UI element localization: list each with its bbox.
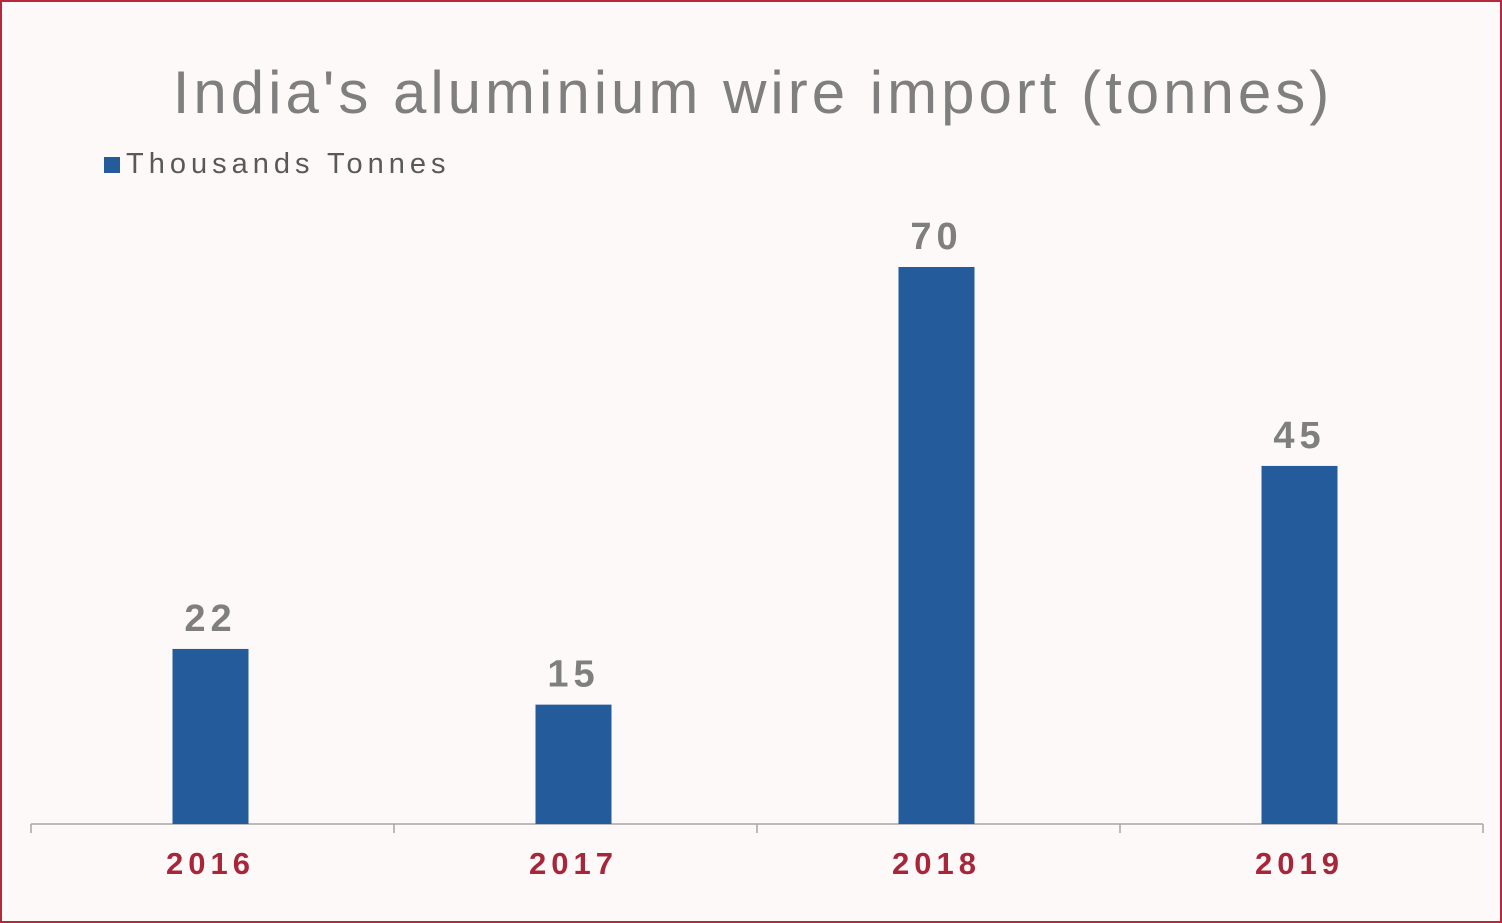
chart-title: India's aluminium wire import (tonnes): [172, 59, 1334, 126]
x-tick-label: 2016: [166, 846, 255, 881]
x-tick-label: 2017: [529, 846, 618, 881]
x-tick-label: 2018: [892, 846, 981, 881]
bar: [898, 267, 975, 824]
data-label: 15: [547, 654, 599, 696]
data-label: 45: [1273, 415, 1325, 457]
data-label: 70: [910, 216, 962, 258]
data-label: 22: [184, 598, 236, 640]
bar: [535, 704, 612, 824]
bar: [1261, 465, 1338, 824]
legend-label: Thousands Tonnes: [126, 148, 451, 180]
legend: Thousands Tonnes: [104, 148, 451, 181]
legend-swatch: [104, 156, 120, 173]
x-tick-label: 2019: [1255, 846, 1344, 881]
bar: [172, 648, 249, 824]
